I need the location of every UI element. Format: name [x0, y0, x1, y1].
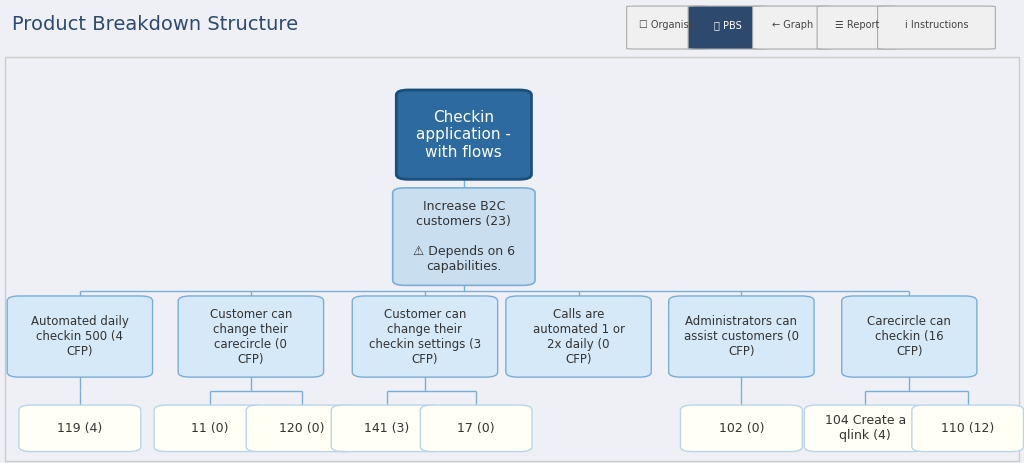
FancyBboxPatch shape [680, 405, 803, 451]
Text: ⛶ PBS: ⛶ PBS [714, 20, 742, 30]
FancyBboxPatch shape [178, 296, 324, 377]
Text: ☰ Report: ☰ Report [835, 20, 880, 30]
FancyBboxPatch shape [393, 188, 535, 285]
FancyBboxPatch shape [817, 6, 897, 49]
FancyBboxPatch shape [421, 405, 532, 451]
FancyBboxPatch shape [7, 296, 153, 377]
FancyBboxPatch shape [352, 296, 498, 377]
Text: Carecircle can
checkin (16
CFP): Carecircle can checkin (16 CFP) [867, 315, 951, 358]
Text: 17 (0): 17 (0) [458, 422, 495, 435]
Text: Customer can
change their
checkin settings (3
CFP): Customer can change their checkin settin… [369, 307, 481, 366]
Text: 104 Create a
qlink (4): 104 Create a qlink (4) [824, 414, 906, 442]
FancyBboxPatch shape [753, 6, 833, 49]
FancyBboxPatch shape [878, 6, 995, 49]
FancyBboxPatch shape [246, 405, 358, 451]
Text: i Instructions: i Instructions [904, 20, 969, 30]
FancyBboxPatch shape [688, 6, 768, 49]
Text: Customer can
change their
carecircle (0
CFP): Customer can change their carecircle (0 … [210, 307, 292, 366]
FancyBboxPatch shape [18, 405, 140, 451]
FancyBboxPatch shape [669, 296, 814, 377]
Text: 141 (3): 141 (3) [365, 422, 410, 435]
FancyBboxPatch shape [332, 405, 442, 451]
Text: ← Graph: ← Graph [772, 20, 813, 30]
Text: Automated daily
checkin 500 (4
CFP): Automated daily checkin 500 (4 CFP) [31, 315, 129, 358]
Text: 120 (0): 120 (0) [280, 422, 325, 435]
FancyBboxPatch shape [842, 296, 977, 377]
FancyBboxPatch shape [911, 405, 1024, 451]
FancyBboxPatch shape [506, 296, 651, 377]
Text: Increase B2C
customers (23)

⚠ Depends on 6
capabilities.: Increase B2C customers (23) ⚠ Depends on… [413, 200, 515, 273]
FancyBboxPatch shape [627, 6, 707, 49]
Text: 119 (4): 119 (4) [57, 422, 102, 435]
Text: Administrators can
assist customers (0
CFP): Administrators can assist customers (0 C… [684, 315, 799, 358]
FancyBboxPatch shape [396, 90, 531, 179]
Text: Product Breakdown Structure: Product Breakdown Structure [12, 15, 298, 34]
Text: 11 (0): 11 (0) [191, 422, 228, 435]
Text: 102 (0): 102 (0) [719, 422, 764, 435]
FancyBboxPatch shape [154, 405, 265, 451]
Text: 110 (12): 110 (12) [941, 422, 994, 435]
Text: ☐ Organise: ☐ Organise [639, 20, 694, 30]
Text: Checkin
application -
with flows: Checkin application - with flows [417, 110, 511, 160]
Text: Calls are
automated 1 or
2x daily (0
CFP): Calls are automated 1 or 2x daily (0 CFP… [532, 307, 625, 366]
FancyBboxPatch shape [805, 405, 926, 451]
